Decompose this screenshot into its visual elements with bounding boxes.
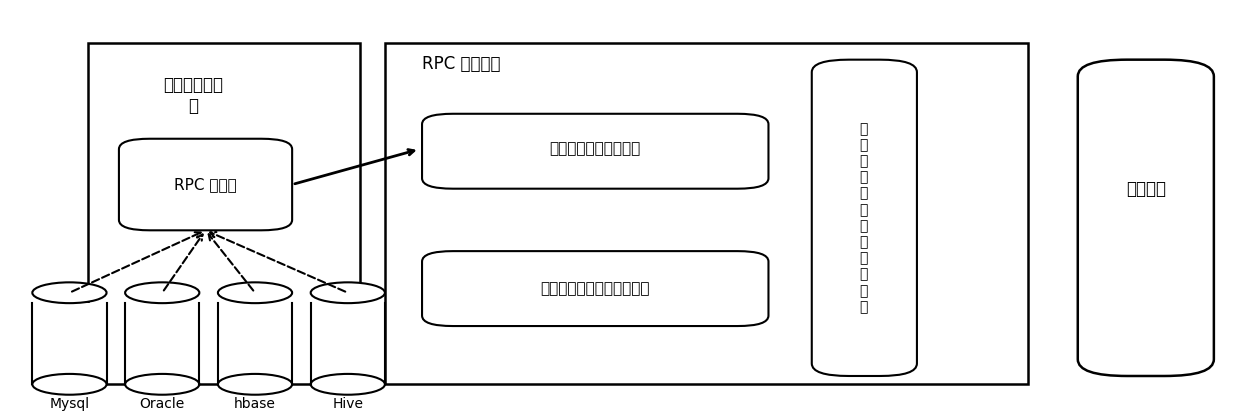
Ellipse shape bbox=[311, 374, 384, 395]
Bar bbox=[32, 303, 107, 384]
Ellipse shape bbox=[125, 282, 200, 303]
Ellipse shape bbox=[32, 282, 107, 303]
Text: 数字、字符串密文索引服务: 数字、字符串密文索引服务 bbox=[541, 281, 650, 296]
Text: RPC 运算服务: RPC 运算服务 bbox=[422, 55, 501, 73]
Ellipse shape bbox=[32, 374, 107, 395]
Bar bbox=[311, 303, 384, 384]
Text: 数据库扩展函
数: 数据库扩展函 数 bbox=[164, 76, 223, 115]
Text: Hive: Hive bbox=[332, 397, 363, 411]
Text: Mysql: Mysql bbox=[50, 397, 89, 411]
Text: 加密、解密、脱敏服务: 加密、解密、脱敏服务 bbox=[549, 142, 641, 157]
Text: RPC 客户端: RPC 客户端 bbox=[174, 177, 237, 192]
Text: 运算组件: 运算组件 bbox=[1126, 180, 1166, 198]
Bar bbox=[125, 303, 200, 384]
Ellipse shape bbox=[311, 282, 384, 303]
Text: Oracle: Oracle bbox=[140, 397, 185, 411]
Bar bbox=[384, 43, 1028, 384]
Bar bbox=[88, 43, 360, 384]
Text: hbase: hbase bbox=[234, 397, 277, 411]
Bar bbox=[218, 303, 293, 384]
Ellipse shape bbox=[218, 374, 293, 395]
Ellipse shape bbox=[218, 282, 293, 303]
Ellipse shape bbox=[125, 374, 200, 395]
Text: 系
统
工
号
异
常
行
为
存
储
模
块: 系 统 工 号 异 常 行 为 存 储 模 块 bbox=[859, 122, 868, 314]
